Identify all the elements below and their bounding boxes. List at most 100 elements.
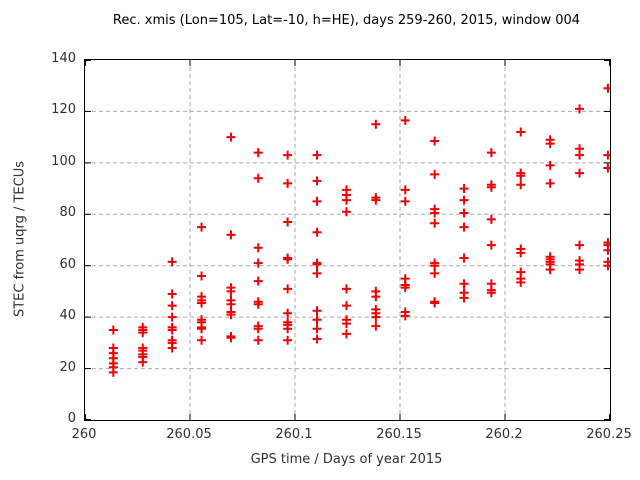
data-point [312,268,322,278]
x-tick-label: 260.1 [275,427,313,442]
data-point [371,321,381,331]
data-point [312,259,322,269]
y-tick-label: 60 [59,256,76,272]
data-point [516,248,526,258]
data-point [226,132,236,142]
x-tick-label: 260.15 [376,427,422,442]
y-tick-label: 20 [59,359,76,375]
data-point [341,284,351,294]
data-point [400,185,410,195]
data-point [312,227,322,237]
x-tick-label: 260.25 [586,427,632,442]
y-tick-label: 80 [59,205,76,221]
data-point [167,257,177,267]
chart-title: Rec. xmis (Lon=105, Lat=-10, h=HE), days… [112,13,581,28]
data-point [603,261,610,271]
data-point [167,289,177,299]
data-point [341,195,351,205]
data-point [253,243,263,253]
data-point [283,178,293,188]
data-point [371,119,381,129]
data-point [603,163,610,173]
data-point [226,310,236,320]
data-point [283,150,293,160]
data-point [167,312,177,322]
data-point [603,245,610,255]
data-point [312,334,322,344]
scatter-plot-canvas [85,60,610,420]
data-point [167,343,177,353]
data-point [253,299,263,309]
data-point [371,195,381,205]
data-point [197,271,207,281]
data-point [341,207,351,217]
data-point [226,333,236,343]
data-point [253,324,263,334]
data-point [312,196,322,206]
data-point [603,150,610,160]
data-point [138,328,148,338]
data-point [516,277,526,287]
data-point [400,196,410,206]
data-point [226,286,236,296]
y-tick-label: 100 [51,153,76,169]
data-point [167,301,177,311]
data-point [283,324,293,334]
data-point [400,311,410,321]
data-point [545,265,555,275]
data-point [459,222,469,232]
data-point [283,217,293,227]
data-point [197,298,207,308]
data-point [575,265,585,275]
data-point [575,150,585,160]
x-axis-label: GPS time / Days of year 2015 [250,452,443,467]
data-point [108,367,118,377]
data-point [459,293,469,303]
data-point [283,308,293,318]
data-point [459,184,469,194]
data-point [486,240,496,250]
data-point [430,169,440,179]
data-point [253,173,263,183]
data-point [400,115,410,125]
data-point [430,261,440,271]
data-point [486,214,496,224]
data-point [283,335,293,345]
data-point [253,148,263,158]
data-point [312,315,322,325]
y-tick-label: 0 [67,411,76,426]
data-point [430,136,440,146]
y-tick-label: 120 [51,102,76,118]
x-tick-label: 260.2 [485,427,523,442]
y-tick-label: 140 [51,51,76,66]
y-tick-label: 40 [59,308,76,324]
data-point [545,160,555,170]
data-point [341,329,351,339]
data-point [430,268,440,278]
data-point [430,298,440,308]
data-point [341,301,351,311]
data-point [341,319,351,329]
data-point [430,218,440,228]
data-point [253,276,263,286]
data-point [283,284,293,294]
y-axis-label: STEC from uqrg / TECUs [12,160,28,318]
x-tick-label: 260 [71,427,97,442]
data-point [226,299,236,309]
data-point [516,127,526,137]
data-point [545,178,555,188]
data-point [312,150,322,160]
data-point [486,182,496,192]
data-point [283,254,293,264]
data-point [226,230,236,240]
data-point [371,312,381,322]
data-point [197,324,207,334]
data-point [312,176,322,186]
data-point [400,283,410,293]
data-point [459,195,469,205]
data-point [575,104,585,114]
data-point [108,325,118,335]
data-point [197,335,207,345]
plot-area [84,59,611,421]
